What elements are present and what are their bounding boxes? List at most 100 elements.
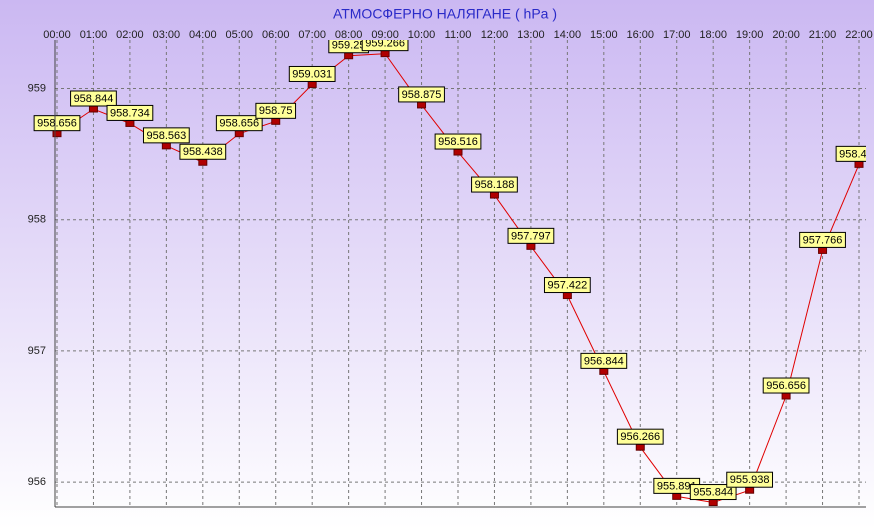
- data-label: 955.938: [730, 474, 770, 486]
- data-label: 958.75: [259, 105, 293, 117]
- data-label-group: 958.656: [215, 115, 263, 132]
- data-label-box: [507, 227, 555, 244]
- y-tick-label: 957: [28, 345, 46, 357]
- data-label-box: [106, 104, 154, 121]
- data-label: 957.422: [547, 279, 587, 291]
- data-label-box: [179, 143, 227, 160]
- data-label-box: [255, 102, 297, 119]
- marker: [526, 242, 536, 250]
- x-tick-label: 13:00: [517, 29, 545, 41]
- data-label-box: [835, 145, 866, 162]
- data-label-box: [70, 90, 117, 107]
- marker: [52, 130, 62, 138]
- marker: [417, 101, 427, 109]
- data-label-group: 956.844: [580, 352, 628, 369]
- data-label: 957.766: [803, 234, 843, 246]
- data-label: 958.563: [146, 130, 186, 142]
- data-label: 956.844: [584, 355, 624, 367]
- data-label: 958.656: [219, 118, 259, 130]
- data-label-box: [799, 231, 846, 248]
- marker: [781, 392, 791, 400]
- data-label: 957.797: [511, 230, 551, 242]
- plot-area: 958.656 958.844 958.734 958.563 958.438 958.6…: [33, 38, 866, 507]
- y-tick-label: 959: [28, 82, 46, 94]
- data-label-group: 958.734: [106, 104, 154, 121]
- x-tick-label: 18:00: [699, 29, 727, 41]
- data-label-box: [33, 115, 81, 132]
- data-label-box: [762, 377, 810, 394]
- data-label-group: 958.516: [434, 133, 482, 150]
- x-tick-label: 03:00: [153, 29, 181, 41]
- data-label-group: 955.844: [689, 484, 737, 501]
- marker: [88, 105, 98, 113]
- marker: [125, 119, 135, 127]
- data-label: 958.438: [183, 146, 223, 158]
- data-label-group: 956.656: [762, 377, 810, 394]
- marker: [453, 148, 463, 156]
- x-tick-label: 17:00: [663, 29, 691, 41]
- data-label-group: 958.75: [255, 102, 297, 119]
- marker: [854, 160, 864, 168]
- x-tick-label: 07:00: [298, 29, 326, 41]
- x-tick-label: 01:00: [80, 29, 108, 41]
- data-label-box: [543, 277, 591, 294]
- data-label-group: 958.563: [142, 127, 190, 144]
- x-tick-label: 12:00: [481, 29, 509, 41]
- x-tick-label: 22:00: [845, 29, 873, 41]
- marker: [161, 142, 171, 150]
- marker: [234, 130, 244, 138]
- data-label-group: 956.266: [616, 428, 664, 445]
- data-label: 958.188: [475, 179, 515, 191]
- x-tick-label: 20:00: [772, 29, 800, 41]
- data-label-box: [471, 176, 518, 193]
- x-tick-label: 15:00: [590, 29, 618, 41]
- data-label: 955.891: [657, 480, 697, 492]
- data-label: 958.516: [438, 136, 478, 148]
- data-label-box: [726, 471, 774, 488]
- data-label-box: [580, 352, 628, 369]
- chart-title: АТМОСФЕРНО НАЛЯГАНЕ ( hPa ): [333, 6, 557, 22]
- data-label: 956.266: [620, 431, 660, 443]
- data-label-box: [689, 484, 737, 501]
- data-label-group: 958.438: [179, 143, 227, 160]
- data-label-group: 958.875: [398, 86, 445, 103]
- x-tick-label: 11:00: [445, 29, 472, 41]
- marker: [562, 292, 572, 300]
- data-label-group: 959.266: [361, 38, 409, 52]
- x-tick-label: 08:00: [335, 29, 363, 41]
- marker: [198, 158, 208, 166]
- x-tick-label: 10:00: [408, 29, 436, 41]
- x-tick-label: 04:00: [189, 29, 217, 41]
- marker: [672, 492, 682, 500]
- data-label-box: [288, 65, 336, 82]
- marker: [635, 443, 645, 451]
- data-label: 958.734: [110, 107, 150, 119]
- data-label: 956.656: [766, 380, 806, 392]
- data-label: 959.266: [365, 38, 405, 50]
- data-label-box: [361, 40, 409, 52]
- y-tick-label: 958: [28, 214, 46, 226]
- x-tick-label: 06:00: [262, 29, 290, 41]
- data-label-group: 958.188: [471, 176, 518, 193]
- data-label: 959.25: [332, 40, 366, 52]
- data-label-group: 957.422: [543, 277, 591, 294]
- x-tick-label: 00:00: [43, 29, 71, 41]
- data-label-box: [142, 127, 190, 144]
- data-label-group: 959.031: [288, 65, 336, 82]
- marker: [307, 80, 317, 88]
- data-label-group: 955.938: [726, 471, 774, 488]
- x-tick-label: 14:00: [554, 29, 582, 41]
- marker: [344, 52, 354, 60]
- data-label: 955.844: [693, 486, 733, 498]
- data-label: 958.844: [74, 93, 114, 105]
- marker: [708, 499, 718, 507]
- data-label-group: 957.797: [507, 227, 555, 244]
- data-label-group: 955.891: [653, 477, 701, 494]
- data-label-group: 957.766: [799, 231, 846, 248]
- data-label: 958.656: [37, 118, 77, 130]
- marker: [271, 117, 281, 125]
- data-label-group: 958.656: [33, 115, 81, 132]
- marker: [818, 246, 828, 254]
